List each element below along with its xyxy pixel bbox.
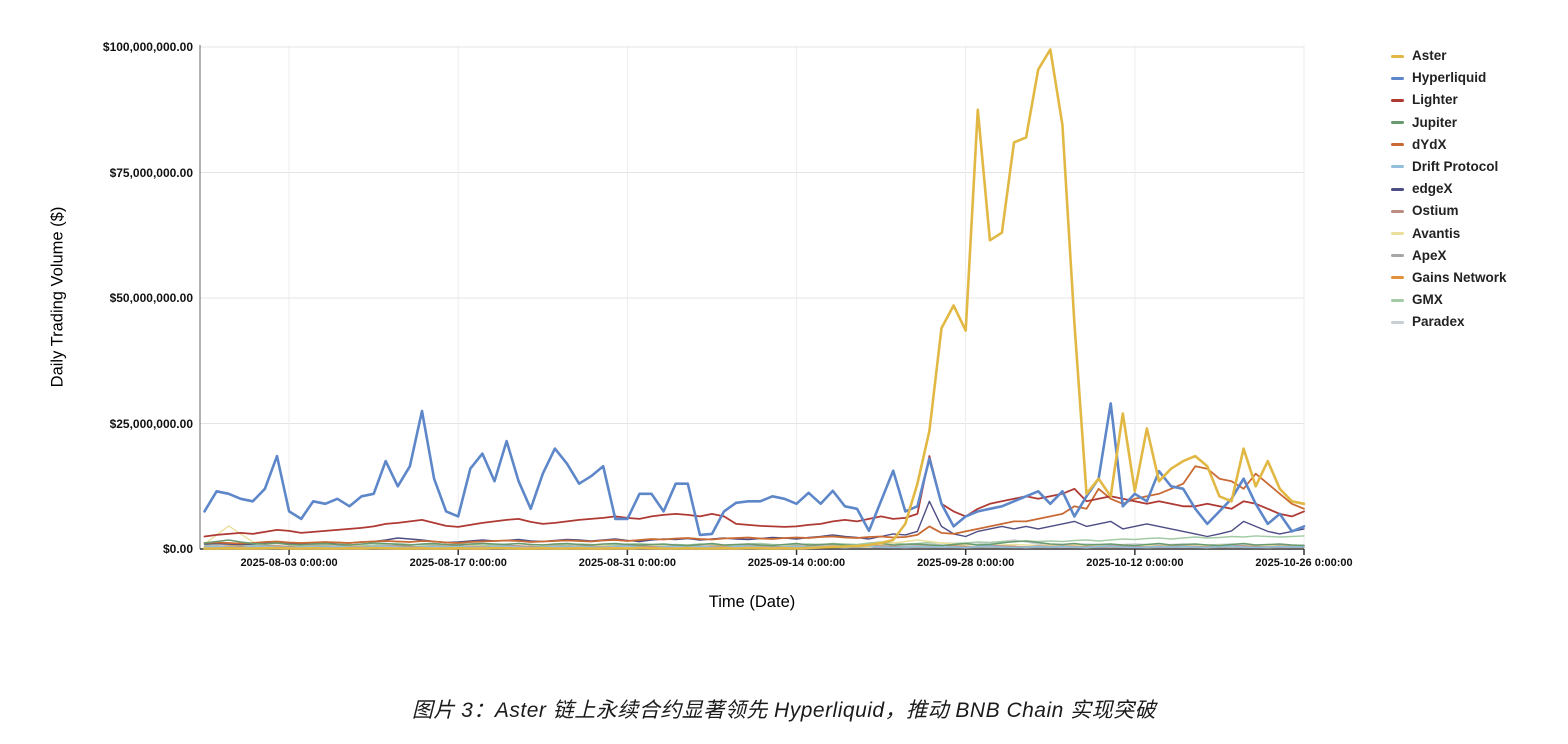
y-tick-label: $25,000,000.00	[109, 416, 193, 431]
legend-label: edgeX	[1412, 181, 1453, 197]
figure-caption: 图片 3：Aster 链上永续合约显著领先 Hyperliquid，推动 BNB…	[411, 699, 1157, 722]
y-tick-label: $0.00	[162, 542, 193, 556]
y-tick-label: $75,000,000.00	[109, 165, 193, 180]
x-tick-label: 2025-08-17 0:00:00	[409, 557, 507, 569]
y-tick-label: $100,000,000.00	[102, 40, 193, 54]
legend-swatch	[1391, 254, 1404, 258]
legend-swatch	[1391, 209, 1404, 213]
legend-item-gmx: GMX	[1391, 293, 1507, 307]
legend-item-edgex: edgeX	[1391, 182, 1507, 196]
legend-swatch	[1391, 232, 1404, 235]
x-tick-label: 2025-09-14 0:00:00	[747, 557, 846, 569]
x-tick-label: 2025-09-28 0:00:00	[917, 557, 1015, 569]
legend-label: Ostium	[1412, 203, 1459, 219]
legend-swatch	[1391, 98, 1404, 102]
series-line-edgex	[203, 500, 1305, 546]
legend-item-hyperliquid: Hyperliquid	[1391, 71, 1507, 85]
legend-label: Lighter	[1412, 92, 1458, 108]
legend-swatch	[1391, 276, 1404, 280]
legend-label: Drift Protocol	[1412, 158, 1499, 174]
legend-item-gains-network: Gains Network	[1391, 269, 1507, 285]
legend-label: Paradex	[1412, 314, 1465, 330]
legend-swatch	[1391, 121, 1404, 125]
legend-label: dYdX	[1412, 136, 1447, 152]
legend-item-paradex: Paradex	[1391, 315, 1507, 329]
series-line-drift-protocol	[203, 545, 1305, 549]
x-axis-title: Time (Date)	[708, 593, 796, 611]
x-tick-label: 2025-10-12 0:00:00	[1086, 557, 1184, 569]
legend: Aster Hyperliquid Lighter Jupiter dYdX Drift …	[1391, 49, 1507, 337]
series-line-aster	[203, 48, 1306, 550]
legend-swatch	[1391, 54, 1404, 58]
legend-label: Hyperliquid	[1412, 70, 1487, 86]
series-line-jupiter	[203, 539, 1305, 547]
series-line-hyperliquid	[203, 402, 1306, 537]
x-tick-label: 2025-08-03 0:00:00	[240, 557, 338, 569]
legend-item-drift-protocol: Drift Protocol	[1391, 158, 1507, 174]
legend-item-avantis: Avantis	[1391, 225, 1507, 241]
legend-item-aster: Aster	[1391, 49, 1507, 63]
legend-item-dydx: dYdX	[1391, 136, 1507, 152]
legend-swatch	[1391, 187, 1404, 191]
line-chart-svg	[199, 45, 1306, 555]
y-tick-label: $50,000,000.00	[109, 291, 193, 305]
legend-item-apex: ApeX	[1391, 247, 1507, 263]
x-tick-label: 2025-08-31 0:00:00	[578, 557, 676, 569]
legend-swatch	[1391, 165, 1404, 169]
legend-label: Gains Network	[1412, 269, 1507, 285]
legend-label: ApeX	[1412, 247, 1447, 263]
legend-swatch	[1391, 320, 1404, 324]
legend-label: Aster	[1412, 48, 1447, 63]
legend-item-ostium: Ostium	[1391, 204, 1507, 218]
series-line-dydx	[203, 465, 1305, 545]
legend-item-lighter: Lighter	[1391, 93, 1507, 107]
legend-label: Avantis	[1412, 225, 1461, 241]
legend-label: Jupiter	[1412, 114, 1458, 130]
legend-label: GMX	[1412, 292, 1443, 308]
legend-swatch	[1391, 298, 1404, 302]
legend-swatch	[1391, 143, 1404, 147]
x-tick-label: 2025-10-26 0:00:00	[1255, 557, 1353, 569]
legend-swatch	[1391, 76, 1404, 80]
legend-item-jupiter: Jupiter	[1391, 114, 1507, 130]
